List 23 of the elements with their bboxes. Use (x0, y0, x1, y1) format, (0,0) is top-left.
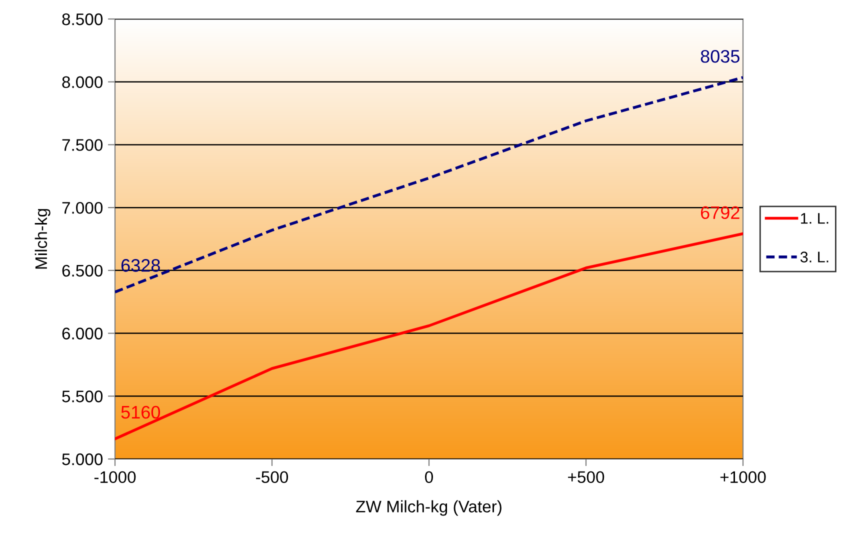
x-tick-label: +1000 (720, 471, 766, 484)
x-tick-label: +500 (568, 471, 604, 484)
data-label: 8035 (700, 50, 740, 63)
line-series (115, 232, 743, 440)
data-label: 6792 (700, 206, 740, 220)
x-tick-label: 0 (425, 471, 433, 484)
x-tick-label: -1000 (94, 471, 136, 484)
y-tick-label: 8.500 (62, 13, 103, 26)
y-tick-label: 8.000 (62, 76, 103, 88)
x-tick-label: -500 (256, 471, 288, 484)
line-series (115, 76, 743, 294)
legend-label: 3. L. (800, 252, 828, 262)
y-tick-label: 6.500 (62, 264, 103, 277)
data-label: 5160 (121, 406, 160, 419)
legend-label: 1. L. (801, 213, 828, 224)
y-tick-label: 5.500 (62, 390, 103, 402)
y-tick-label: 7.000 (62, 202, 103, 214)
y-tick-label: 6.000 (62, 328, 103, 340)
y-tick-label: 7.500 (62, 139, 103, 151)
x-axis-title: ZW Milch-kg (Vater) (356, 500, 502, 516)
y-axis-title: Milch-kg (34, 209, 50, 269)
y-tick-label: 5.000 (62, 453, 103, 466)
data-label: 6328 (121, 259, 160, 272)
